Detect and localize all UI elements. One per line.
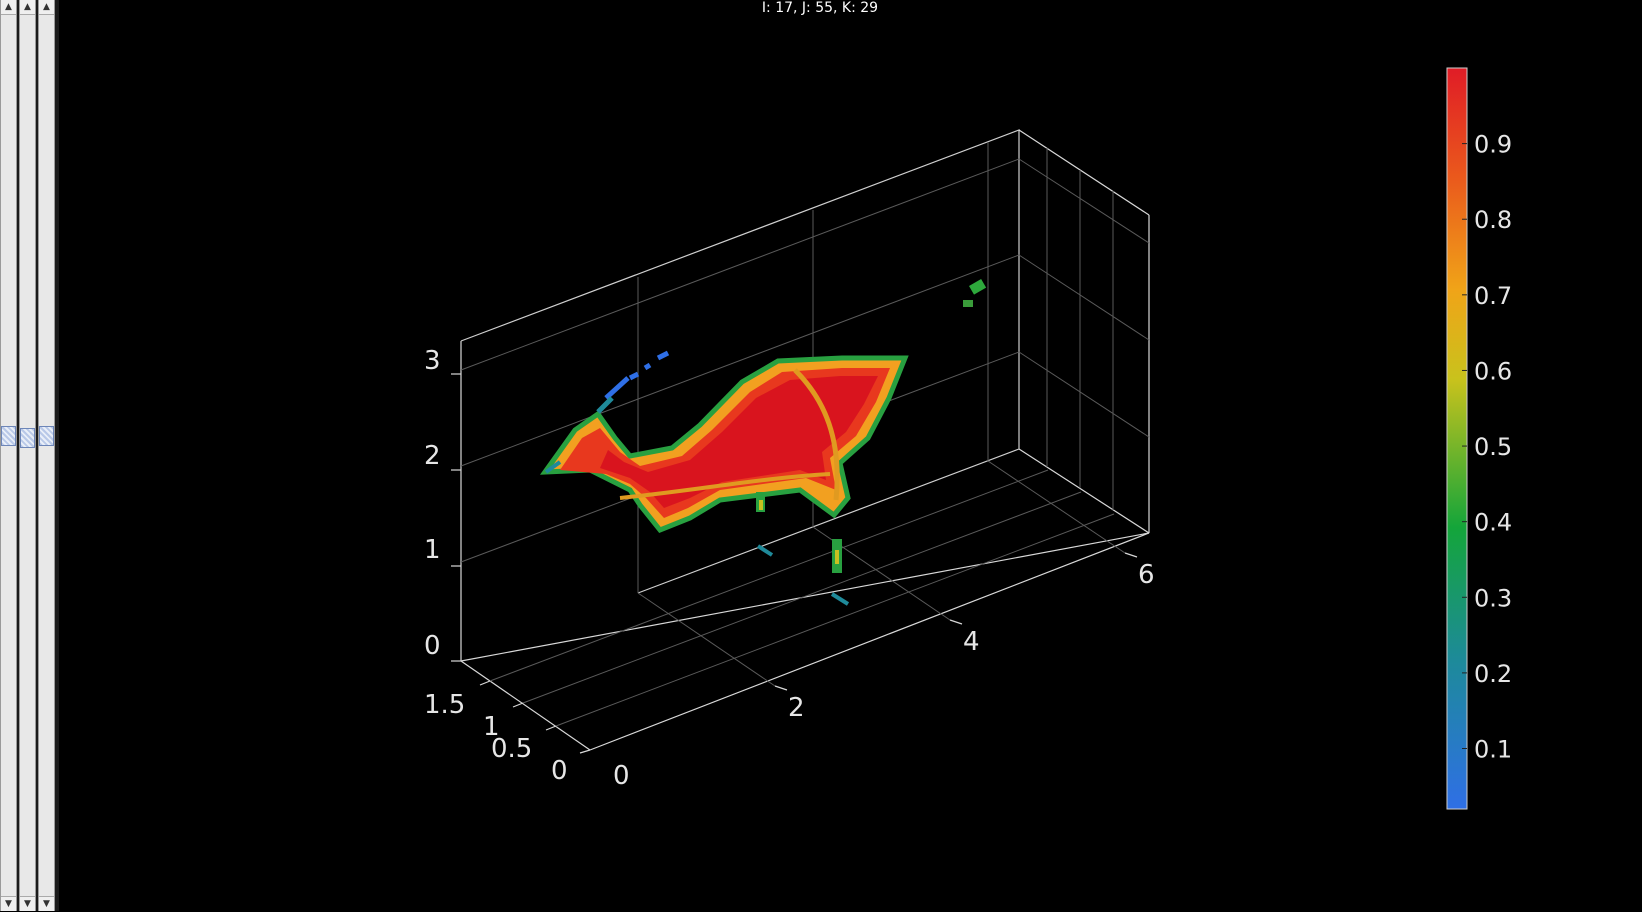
- slider-i-up-arrow-icon[interactable]: ▲: [1, 0, 16, 15]
- x-tick-label-1: 2: [788, 693, 805, 723]
- z-tick-label-1: 1: [424, 535, 441, 565]
- colorbar-ticks: 0.1 0.2 0.3 0.4 0.5 0.6 0.7 0.8 0.9: [1462, 131, 1512, 764]
- colorbar-tick-label: 0.7: [1474, 282, 1512, 310]
- grid-lines: [460, 142, 1150, 727]
- colorbar-tick-label: 0.5: [1474, 433, 1512, 461]
- slice-intersection-line: [793, 368, 840, 501]
- colorbar-tick-label: 0.2: [1474, 660, 1512, 688]
- colorbar-tick-label: 0.4: [1474, 509, 1512, 537]
- slider-i-down-arrow-icon[interactable]: ▼: [1, 896, 16, 911]
- slice-slider-panel: ▲ ▼ ▲ ▼ ▲ ▼: [0, 0, 59, 911]
- slider-i-thumb[interactable]: [1, 426, 16, 446]
- y-tick-label-3: 1.5: [424, 690, 465, 720]
- colorbar-tick-label: 0.3: [1474, 584, 1512, 612]
- slice-surface: [539, 355, 909, 534]
- colorbar: 0.1 0.2 0.3 0.4 0.5 0.6 0.7 0.8 0.9: [1446, 67, 1512, 810]
- slider-j-up-arrow-icon[interactable]: ▲: [20, 0, 35, 15]
- colorbar-tick-label: 0.6: [1474, 357, 1512, 385]
- axes-box: [460, 129, 1150, 751]
- slice-core: [600, 376, 878, 508]
- scattered-voxels: [544, 279, 987, 606]
- colorbar-tick-label: 0.8: [1474, 206, 1512, 234]
- slider-i[interactable]: ▲ ▼: [0, 0, 17, 911]
- z-tick-label-0: 0: [424, 631, 441, 661]
- slider-k-thumb[interactable]: [39, 426, 54, 446]
- slider-j[interactable]: ▲ ▼: [19, 0, 36, 911]
- tick-marks: [451, 373, 1138, 754]
- z-tick-label-2: 2: [424, 441, 441, 471]
- y-tick-label-1: 0.5: [491, 734, 532, 764]
- x-tick-label-3: 6: [1138, 560, 1155, 590]
- x-tick-label-2: 4: [963, 627, 980, 657]
- z-tick-label-3: 3: [424, 346, 441, 376]
- slider-j-thumb[interactable]: [20, 428, 35, 448]
- colorbar-tick-label: 0.9: [1474, 131, 1512, 159]
- x-tick-label-0: 0: [613, 761, 630, 791]
- y-tick-label-2: 1: [483, 712, 500, 742]
- slice-lower-edge: [619, 472, 831, 500]
- colorbar-tick-label: 0.1: [1474, 736, 1512, 764]
- slice-index-readout: I: 17, J: 55, K: 29: [761, 0, 879, 16]
- slider-k-up-arrow-icon[interactable]: ▲: [39, 0, 54, 15]
- colorbar-gradient: [1446, 67, 1468, 810]
- slider-j-down-arrow-icon[interactable]: ▼: [20, 896, 35, 911]
- slider-k[interactable]: ▲ ▼: [38, 0, 55, 911]
- y-tick-label-0: 0: [551, 756, 568, 786]
- slider-k-down-arrow-icon[interactable]: ▼: [39, 896, 54, 911]
